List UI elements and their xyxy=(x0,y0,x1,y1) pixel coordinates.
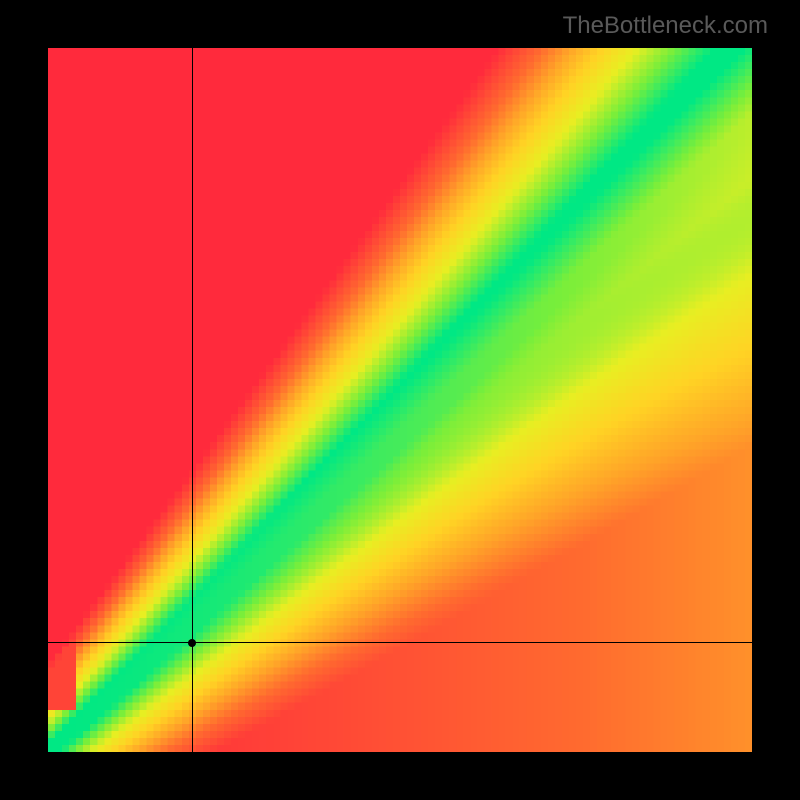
crosshair-marker xyxy=(188,639,196,647)
crosshair-horizontal xyxy=(48,642,752,643)
attribution-text: TheBottleneck.com xyxy=(563,12,768,40)
bottleneck-heatmap xyxy=(48,48,752,752)
